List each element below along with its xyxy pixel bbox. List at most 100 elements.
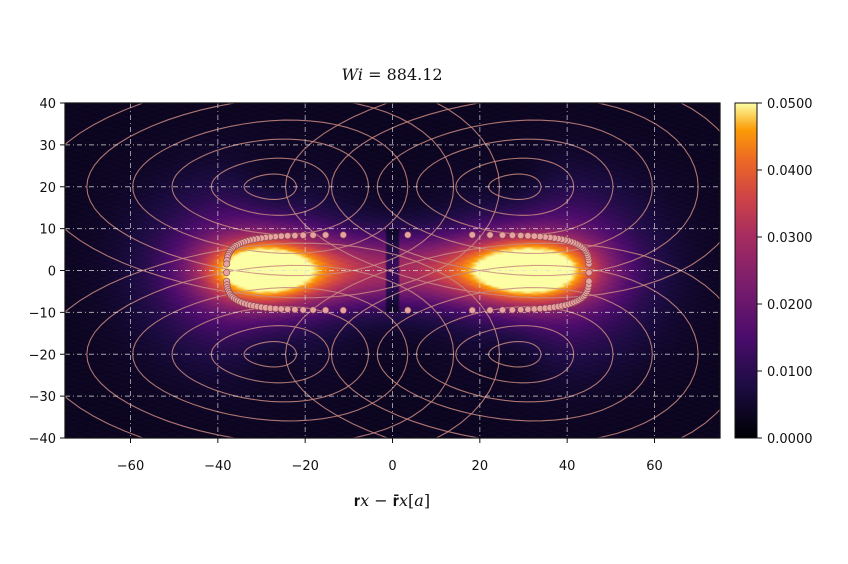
membrane-bead	[299, 231, 307, 239]
x-axis-ticks: −60 −40 −20 0 20 40 60	[117, 438, 663, 474]
streamline	[86, 264, 455, 438]
x-tick: −60	[117, 438, 144, 474]
membrane-bead	[299, 306, 307, 314]
membrane-bead	[309, 231, 317, 239]
streamline	[132, 287, 409, 422]
colorbar: 0.0000 0.0100 0.0200 0.0300 0.0400 0.0500	[734, 97, 813, 447]
colorbar-gradient	[734, 102, 758, 439]
chart-title: 𝑊𝑖 = 884.12	[341, 65, 442, 84]
membrane-bead	[498, 231, 506, 239]
colorbar-tick-label: 0.0100	[767, 365, 813, 380]
y-tick: −40	[29, 432, 65, 447]
colorbar-tick-label: 0.0200	[767, 298, 813, 313]
x-tick-label: −40	[204, 459, 231, 474]
y-tick: −20	[29, 348, 65, 363]
membrane-bead	[339, 231, 347, 239]
y-tick: 40	[39, 97, 65, 112]
membrane-beads	[223, 231, 593, 314]
y-tick-label: 30	[39, 139, 56, 154]
colorbar-tick-label: 0.0300	[767, 231, 813, 246]
y-tick-label: −30	[29, 390, 56, 405]
membrane-bead	[291, 232, 299, 240]
membrane-bead	[517, 306, 525, 314]
membrane-bead	[284, 305, 292, 313]
streamline	[65, 242, 501, 438]
membrane-bead	[277, 305, 285, 313]
x-tick: 60	[646, 438, 663, 474]
membrane-bead	[404, 231, 412, 239]
x-tick: 20	[472, 438, 489, 474]
y-tick: 0	[48, 265, 65, 280]
colorbar-tick: 0.0200	[757, 298, 813, 313]
streamline	[455, 325, 575, 384]
membrane-bead	[339, 306, 347, 314]
membrane-bead	[524, 305, 532, 313]
x-tick-label: 60	[646, 459, 663, 474]
y-tick-label: 10	[39, 223, 56, 238]
membrane-bead	[468, 231, 476, 239]
colorbar-tick-label: 0.0000	[767, 432, 813, 447]
x-tick-label: −60	[117, 459, 144, 474]
colorbar-tick-label: 0.0500	[767, 97, 813, 112]
streamline	[455, 157, 575, 216]
membrane-bead	[404, 306, 412, 314]
streamline	[65, 103, 501, 299]
x-tick-label: 0	[388, 459, 396, 474]
membrane-bead	[309, 306, 317, 314]
y-tick: 10	[39, 223, 65, 238]
streamline	[243, 341, 297, 368]
streamline	[243, 173, 297, 200]
membrane-bead	[498, 306, 506, 314]
streamline	[171, 306, 370, 403]
colorbar-tick: 0.0300	[757, 231, 813, 246]
y-axis-ticks: −40 −30 −20 −10 0 10 20 30 40	[29, 97, 65, 447]
membrane-bead	[223, 269, 231, 277]
membrane-bead	[585, 277, 593, 285]
x-tick: −40	[204, 438, 232, 474]
membrane-bead	[508, 306, 516, 314]
membrane-bead	[468, 306, 476, 314]
membrane-bead	[322, 306, 330, 314]
y-tick-label: 0	[48, 265, 56, 280]
colorbar-ticks: 0.0000 0.0100 0.0200 0.0300 0.0400 0.0500	[757, 97, 813, 447]
x-tick-label: 40	[559, 459, 576, 474]
membrane-bead	[530, 232, 538, 240]
membrane-bead	[486, 231, 494, 239]
x-tick: 40	[559, 438, 576, 474]
membrane-bead	[284, 232, 292, 240]
streamline	[132, 119, 409, 254]
y-tick-label: −10	[29, 306, 56, 321]
membrane-bead	[585, 269, 593, 277]
plot-area	[64, 102, 721, 439]
y-tick-label: 20	[39, 181, 56, 196]
y-tick-label: −40	[29, 432, 56, 447]
x-tick: −20	[291, 438, 319, 474]
y-tick: 20	[39, 181, 65, 196]
x-tick-label: −20	[291, 459, 318, 474]
membrane-bead	[508, 231, 516, 239]
membrane-bead	[486, 306, 494, 314]
colorbar-tick-label: 0.0400	[767, 164, 813, 179]
membrane-bead	[517, 232, 525, 240]
membrane-bead	[322, 231, 330, 239]
y-tick-label: 40	[39, 97, 56, 112]
streamline	[171, 138, 370, 235]
colorbar-tick: 0.0400	[757, 164, 813, 179]
y-tick-label: −20	[29, 348, 56, 363]
x-tick-label: 20	[472, 459, 489, 474]
membrane-bead	[223, 260, 231, 268]
x-tick: 0	[388, 438, 397, 474]
y-tick: 30	[39, 139, 65, 154]
y-tick: −30	[29, 390, 65, 405]
y-tick: −10	[29, 306, 65, 321]
colorbar-tick: 0.0100	[757, 365, 813, 380]
membrane-bead	[530, 305, 538, 313]
membrane-bead	[536, 233, 544, 241]
x-axis-label: 𝐫𝑥 − 𝐫̄𝑥[𝑎]	[354, 491, 430, 510]
colorbar-tick: 0.0500	[757, 97, 813, 112]
membrane-bead	[291, 306, 299, 314]
grid-lines	[65, 103, 720, 438]
membrane-bead	[524, 232, 532, 240]
streamline	[86, 103, 455, 277]
